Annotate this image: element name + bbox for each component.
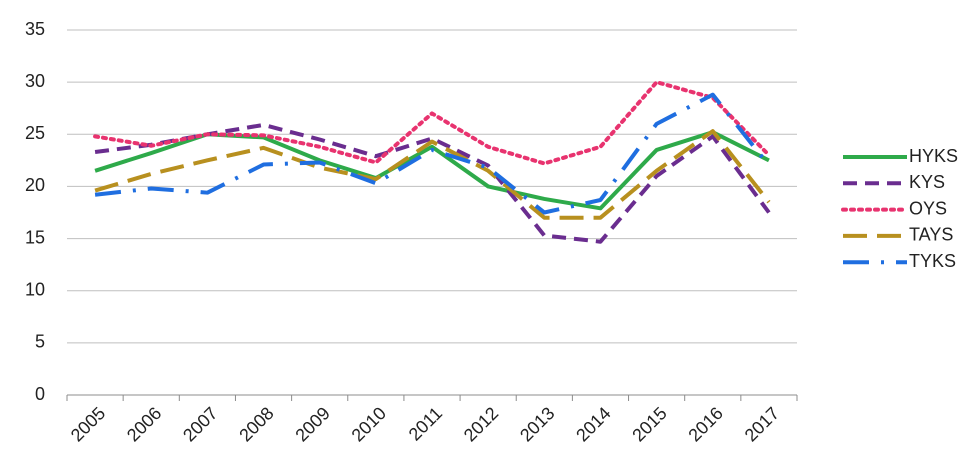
legend-label: KYS [909, 172, 945, 192]
x-tick-label: 2005 [67, 403, 109, 445]
x-tick-label: 2010 [348, 403, 390, 445]
y-tick-label: 0 [35, 384, 45, 404]
legend-label: TYKS [909, 251, 956, 271]
legend-label: HYKS [909, 146, 958, 166]
series-line [94, 129, 771, 220]
x-tick-label: 2017 [741, 403, 783, 445]
y-tick-label: 5 [35, 332, 45, 352]
y-tick-label: 25 [25, 123, 45, 143]
x-tick-label: 2011 [405, 403, 447, 445]
series-line [93, 80, 771, 166]
series-line [94, 92, 771, 215]
x-tick-label: 2015 [628, 403, 670, 445]
y-tick-label: 15 [25, 227, 45, 247]
legend-label: OYS [909, 198, 947, 218]
y-tick-label: 35 [25, 19, 45, 39]
x-tick-label: 2006 [123, 403, 165, 445]
x-tick-label: 2012 [460, 403, 502, 445]
x-tick-label: 2013 [516, 403, 558, 445]
y-tick-label: 10 [25, 279, 45, 299]
x-tick-label: 2009 [291, 403, 333, 445]
x-tick-label: 2014 [572, 403, 614, 445]
x-tick-label: 2008 [235, 403, 277, 445]
y-tick-label: 20 [25, 175, 45, 195]
legend-label: TAYS [909, 225, 953, 245]
x-tick-label: 2016 [684, 403, 726, 445]
y-tick-label: 30 [25, 71, 45, 91]
x-tick-label: 2007 [179, 403, 221, 445]
